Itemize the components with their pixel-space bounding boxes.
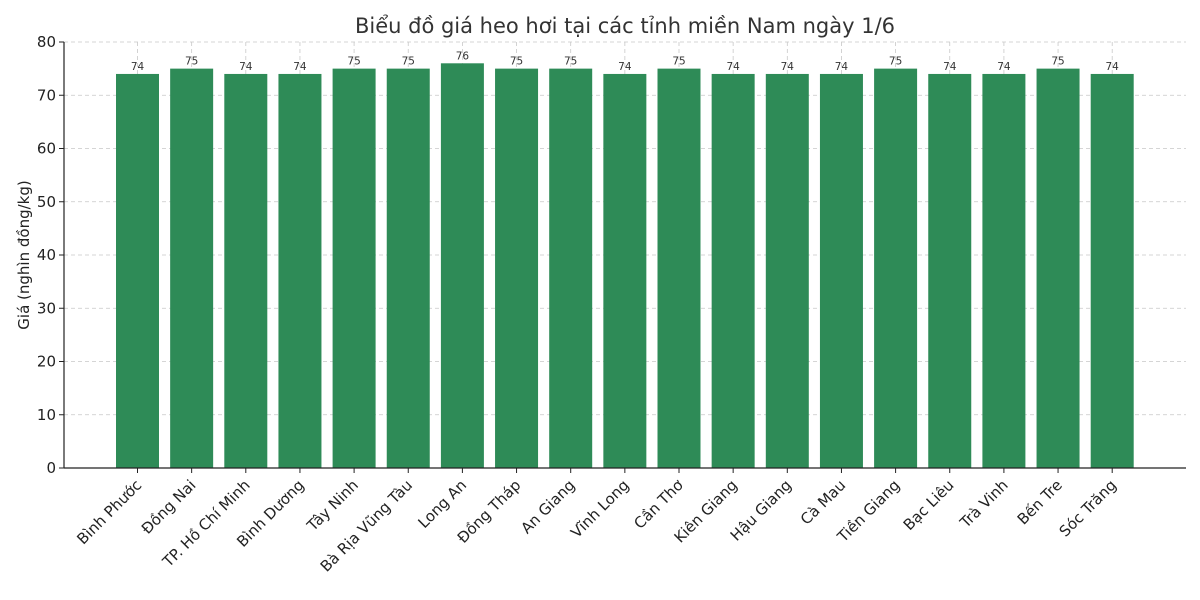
y-tick-labels: 0 10 20 30 40 50 60 70 80 [37, 33, 56, 477]
x-tick-label: Cà Mau [797, 476, 849, 528]
bar [332, 68, 376, 468]
bar-value-label: 75 [510, 56, 523, 68]
axes [59, 41, 1186, 473]
bar-value-label: 75 [889, 56, 902, 68]
x-tick-label: Bến Tre [1014, 476, 1066, 528]
bar-value-label: 74 [293, 61, 307, 73]
bar-value-label: 75 [185, 56, 198, 68]
x-tick-label: Trà Vinh [956, 476, 1012, 532]
bar-value-label: 75 [672, 56, 685, 68]
bar [170, 68, 214, 468]
bar [603, 73, 647, 468]
bar [711, 73, 755, 468]
bar-value-label: 75 [402, 56, 415, 68]
bar-value-label: 75 [1051, 56, 1064, 68]
y-tick-label: 10 [37, 406, 56, 424]
bar-value-label: 74 [239, 61, 253, 73]
y-tick-label: 0 [46, 459, 56, 477]
y-tick-label: 50 [37, 193, 56, 211]
y-axis-label: Giá (nghìn đồng/kg) [15, 180, 33, 329]
bar [657, 68, 701, 468]
bar-value-label: 74 [943, 61, 957, 73]
bar [765, 73, 809, 468]
bar [1036, 68, 1080, 468]
chart-title: Biểu đồ giá heo hơi tại các tỉnh miền Na… [355, 14, 895, 38]
y-tick-label: 40 [37, 246, 56, 264]
x-tick-label: Cần Thơ [630, 476, 687, 533]
x-tick-label: Vĩnh Long [567, 476, 632, 541]
bar-value-label: 74 [618, 61, 632, 73]
bar [386, 68, 430, 468]
value-labels: 74 75 74 74 75 75 76 75 75 74 75 74 74 74 75 74 74 75 74 [131, 50, 1119, 73]
x-tick-label: Sóc Trăng [1056, 476, 1120, 540]
bars [116, 63, 1134, 469]
x-tick-label: Long An [414, 476, 470, 532]
y-tick-label: 80 [37, 33, 56, 51]
bar-value-label: 76 [456, 50, 470, 62]
bar [224, 73, 268, 468]
bar [116, 73, 159, 468]
x-tick-label: Bà Rịa Vũng Tàu [317, 476, 416, 575]
y-tick-label: 30 [37, 299, 56, 317]
bar [1090, 73, 1134, 468]
bar-value-label: 74 [726, 61, 740, 73]
bar [549, 68, 593, 468]
bar [440, 63, 484, 469]
bar [819, 73, 863, 468]
bar [982, 73, 1026, 468]
bar [874, 68, 918, 468]
x-tick-label: Bình Phước [73, 476, 145, 548]
bar-value-label: 74 [997, 61, 1011, 73]
y-tick-label: 60 [37, 140, 56, 158]
bar [928, 73, 972, 468]
bar [495, 68, 539, 468]
y-tick-label: 70 [37, 86, 56, 104]
bar [278, 73, 322, 468]
y-tick-label: 20 [37, 353, 56, 371]
x-tick-label: Bạc Liêu [900, 476, 958, 534]
bar-value-label: 74 [131, 61, 145, 73]
bar-value-label: 74 [1106, 61, 1120, 73]
bar-value-label: 75 [564, 56, 577, 68]
bar-value-label: 74 [781, 61, 795, 73]
bar-value-label: 75 [347, 56, 360, 68]
bar-value-label: 74 [835, 61, 849, 73]
